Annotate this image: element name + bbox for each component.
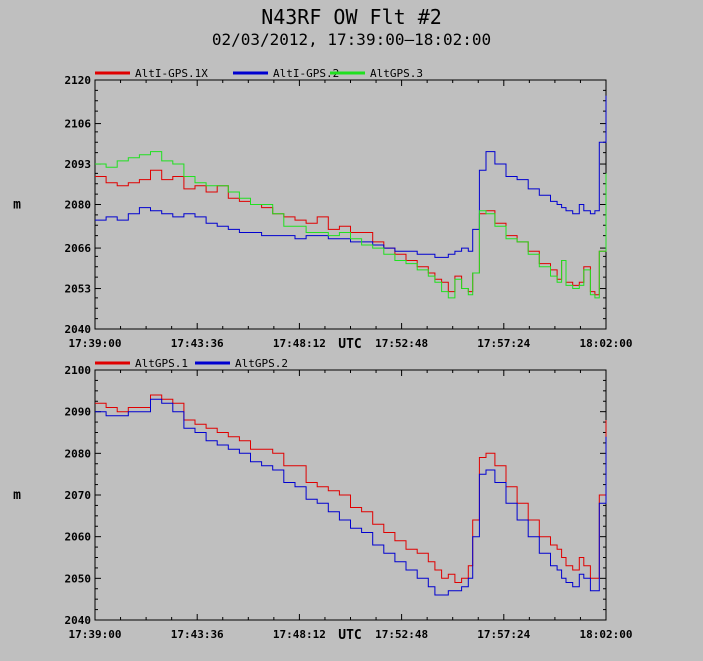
y-tick-label: 2053	[65, 283, 92, 296]
x-tick-label: 18:02:00	[580, 337, 633, 350]
series-line-altgps-3	[95, 151, 607, 299]
y-tick-label: 2093	[65, 158, 92, 171]
y-tick-label: 2050	[65, 572, 92, 585]
y-axis-label: m	[13, 198, 21, 213]
series-line-altgps-1	[95, 394, 607, 583]
y-tick-label: 2040	[65, 323, 92, 336]
legend-label: AltGPS.3	[370, 67, 423, 80]
series-line-alti-gps-2	[95, 95, 607, 258]
y-tick-label: 2080	[65, 199, 92, 212]
y-axis-label: m	[13, 488, 21, 503]
x-tick-label: 17:39:00	[69, 337, 122, 350]
x-tick-label: 17:57:24	[477, 628, 530, 641]
y-tick-label: 2106	[65, 118, 92, 131]
y-tick-label: 2066	[65, 242, 92, 255]
chart-subtitle: 02/03/2012, 17:39:00–18:02:00	[211, 30, 492, 49]
legend-label: AltGPS.1	[135, 357, 188, 370]
y-tick-label: 2040	[65, 614, 92, 627]
legend-label: AltI-GPS.2	[273, 67, 339, 80]
x-tick-label: 17:57:24	[477, 337, 530, 350]
x-tick-label: 17:43:36	[171, 628, 224, 641]
y-tick-label: 2100	[65, 364, 92, 377]
y-tick-label: 2070	[65, 489, 92, 502]
x-tick-label: 17:48:12	[273, 337, 326, 350]
x-tick-label: 17:52:48	[375, 337, 428, 350]
plot-frame-0	[94, 79, 607, 330]
x-axis-label: UTC	[338, 628, 361, 643]
x-tick-label: 18:02:00	[580, 628, 633, 641]
x-axis-label: UTC	[338, 337, 361, 352]
series-line-altgps-2	[95, 398, 607, 596]
x-tick-label: 17:43:36	[171, 337, 224, 350]
x-tick-label: 17:52:48	[375, 628, 428, 641]
y-tick-label: 2060	[65, 531, 92, 544]
legend-label: AltGPS.2	[235, 357, 288, 370]
y-tick-label: 2080	[65, 447, 92, 460]
y-tick-label: 2120	[65, 74, 92, 87]
y-tick-label: 2090	[65, 406, 92, 419]
x-tick-label: 17:39:00	[69, 628, 122, 641]
x-tick-label: 17:48:12	[273, 628, 326, 641]
legend-label: AltI-GPS.1X	[135, 67, 208, 80]
chart-title: N43RF OW Flt #2	[261, 5, 442, 29]
